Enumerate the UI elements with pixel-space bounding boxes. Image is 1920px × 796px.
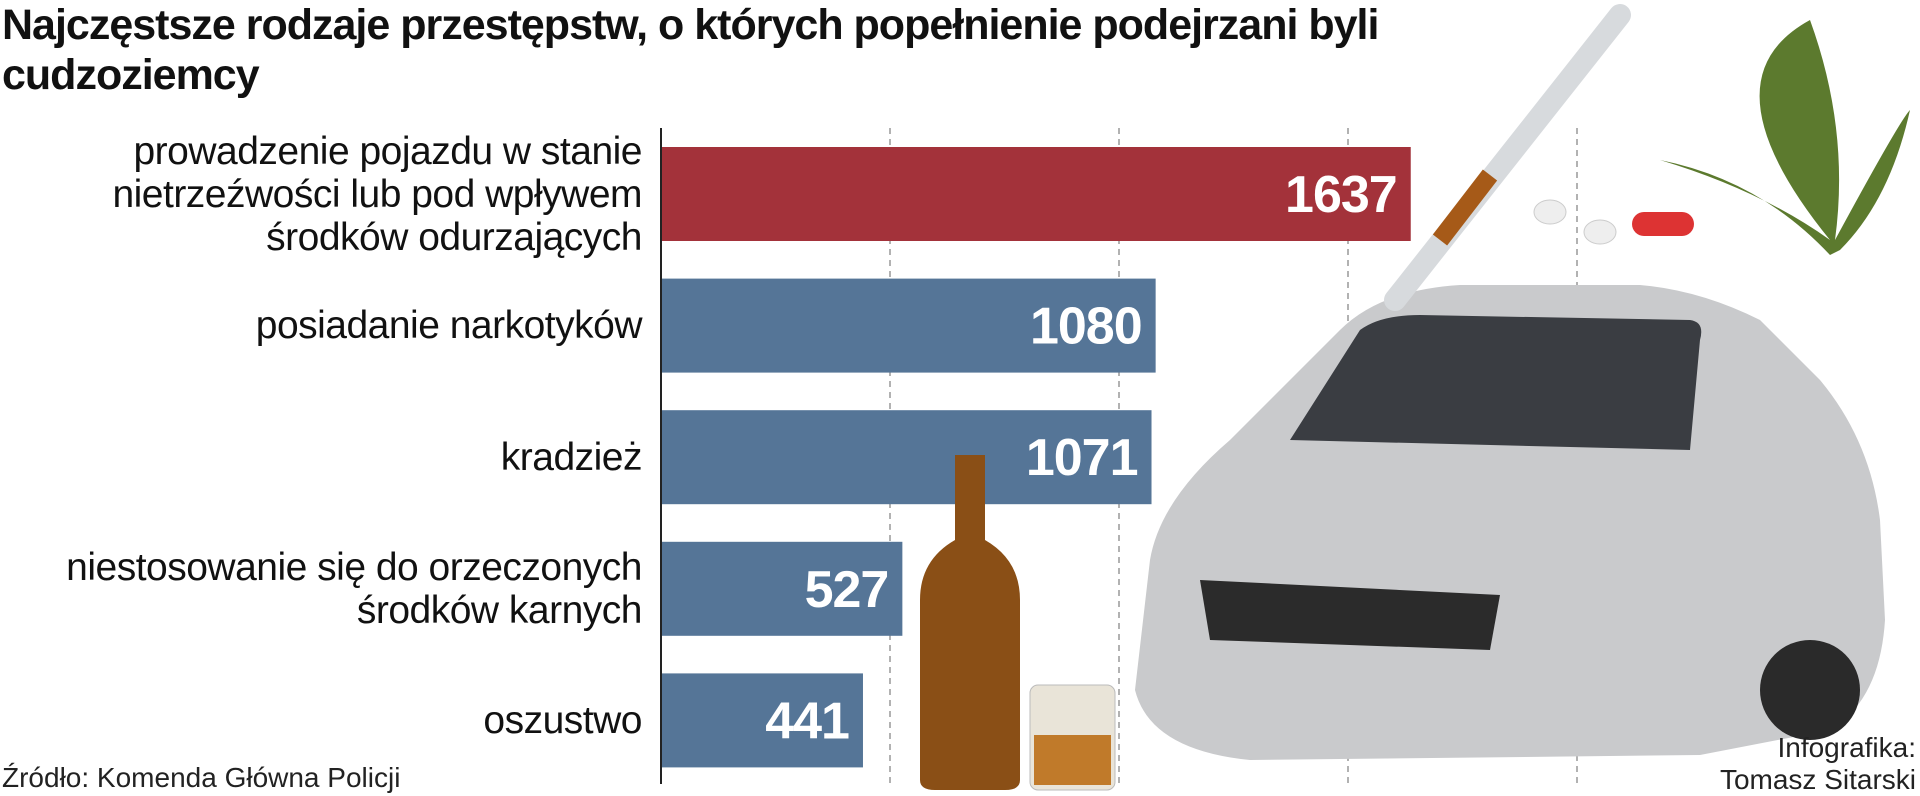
whisky [1034, 735, 1111, 785]
value-label: 527 [805, 561, 889, 619]
syringe-liquid [1432, 169, 1498, 246]
capsule [1632, 212, 1694, 236]
value-label: 1071 [1026, 429, 1138, 487]
category-text: posiadanie narkotyków [255, 304, 643, 348]
leaf [1660, 20, 1910, 255]
chart-title: Najczęstsze rodzaje przestępstw, o który… [2, 1, 1379, 99]
category-label: kradzież [0, 390, 643, 524]
value-label: 1637 [1285, 166, 1397, 224]
bar [661, 278, 1156, 373]
car-grille [1200, 580, 1500, 650]
car-wheel [1760, 640, 1860, 740]
bottle [920, 455, 1020, 790]
source: Źródło: Komenda Główna Policji [2, 762, 401, 793]
bar [661, 673, 863, 768]
bar [661, 147, 1411, 241]
bar [661, 541, 903, 636]
category-label: posiadanie narkotyków [0, 259, 643, 393]
decoration [920, 4, 1910, 791]
category-text: kradzież [500, 435, 643, 479]
category-text: prowadzenie pojazdu w stanie nietrzeźwoś… [112, 129, 642, 259]
category-label: niestosowanie się do orzeczonych środków… [0, 522, 642, 656]
category-label: oszustwo [0, 653, 642, 787]
value-label: 441 [765, 692, 849, 750]
credit: Infografika: Tomasz Sitarski [1719, 732, 1916, 795]
category-text: niestosowanie się do orzeczonych środków… [66, 545, 642, 632]
pill [1583, 219, 1617, 245]
value-label: 1080 [1030, 298, 1142, 356]
pill [1533, 199, 1567, 225]
category-label: prowadzenie pojazdu w stanie nietrzeźwoś… [0, 127, 642, 261]
bar [661, 410, 1152, 505]
syringe [1384, 4, 1631, 311]
car-windshield [1290, 315, 1702, 450]
category-text: oszustwo [483, 698, 642, 742]
